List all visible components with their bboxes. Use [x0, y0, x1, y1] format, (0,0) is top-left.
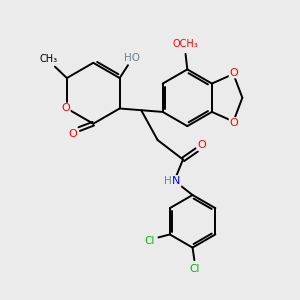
Text: N: N	[172, 176, 181, 186]
Text: H: H	[164, 176, 171, 186]
Text: Cl: Cl	[144, 236, 155, 246]
Text: O: O	[230, 68, 238, 77]
Text: O: O	[61, 103, 70, 113]
Text: HO: HO	[124, 53, 140, 63]
Text: OCH₃: OCH₃	[172, 39, 198, 49]
Text: CH₃: CH₃	[40, 54, 58, 64]
Text: O: O	[68, 129, 77, 139]
Text: Cl: Cl	[190, 264, 200, 274]
Text: O: O	[197, 140, 206, 150]
Text: O: O	[230, 118, 238, 128]
